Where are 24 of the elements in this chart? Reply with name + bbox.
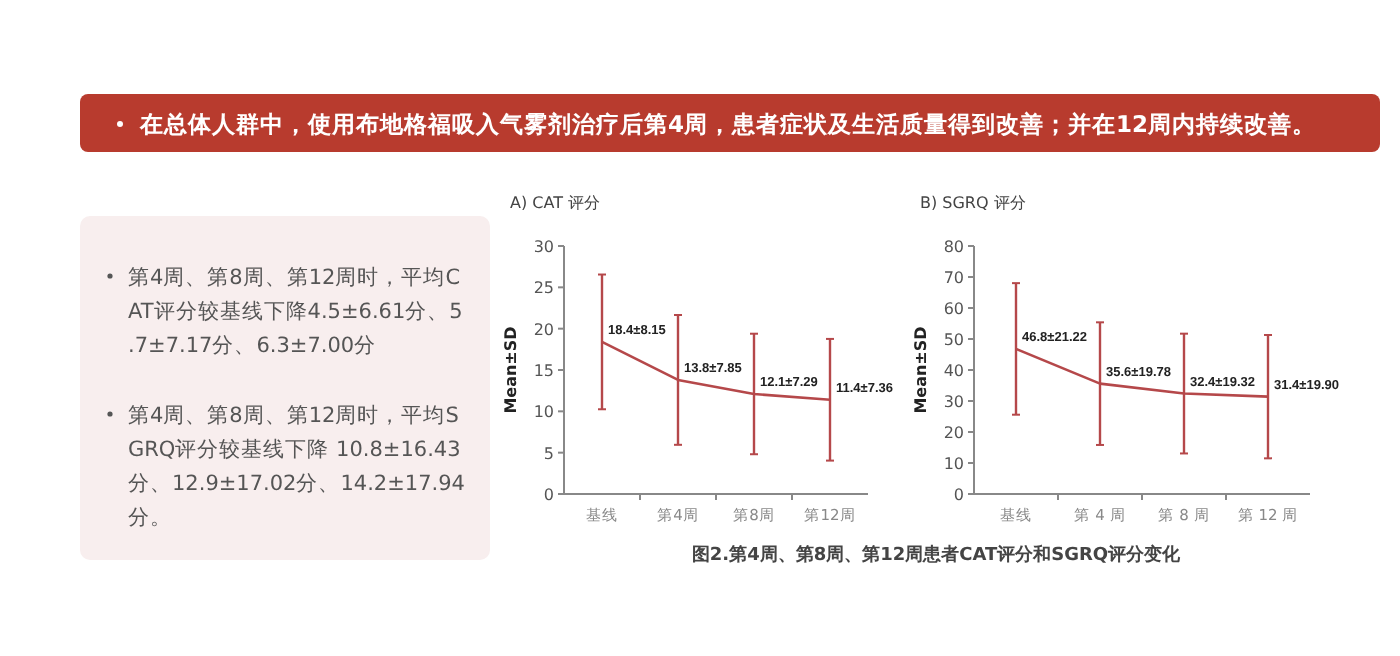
y-tick-label: 0: [953, 486, 964, 504]
y-tick-label: 5: [543, 444, 554, 463]
y-tick-label: 15: [533, 362, 554, 380]
y-tick-label: 0: [543, 486, 554, 504]
y-tick-label: 20: [943, 424, 964, 442]
caption: 图2.第4周、第8周、第12周患者CAT评分和SGRQ评分变化: [691, 544, 1183, 566]
y-tick-label: 30: [943, 393, 964, 411]
y-tick-label: 20: [533, 320, 554, 339]
y-tick-label: 50: [943, 331, 964, 349]
y-tick-label: 70: [943, 269, 964, 287]
text: 第4周、第8周、第12周时，平均SGRQ评分较基线下降 10.8±16.43分、12.9±17.02分、14.2±17.94分。: [128, 402, 466, 530]
chart-title: A) CAT 评分: [510, 194, 601, 212]
y-tick-label: 80: [943, 238, 964, 256]
y-tick-label: 60: [943, 300, 964, 318]
y-axis-title: Mean±SD: [502, 325, 520, 414]
y-tick-label: 30: [533, 238, 554, 256]
text: 第4周、第8周、第12周时，平均CAT评分较基线下降4.5±6.61分、5.7±7.17分、6.3±7.00分: [128, 264, 463, 358]
y-tick-label: 25: [533, 279, 554, 298]
y-tick-label: 40: [943, 362, 964, 380]
y-axis-title: Mean±SD: [912, 325, 930, 414]
y-tick-label: 10: [533, 403, 554, 422]
chart-title: B) SGRQ 评分: [920, 194, 1026, 212]
y-tick-label: 10: [943, 455, 964, 473]
text: 在总体人群中，使用布地格福吸入气雾剂治疗后第4周，患者症状及生活质量得到改善；并在12周内持续改善。: [138, 110, 1317, 138]
